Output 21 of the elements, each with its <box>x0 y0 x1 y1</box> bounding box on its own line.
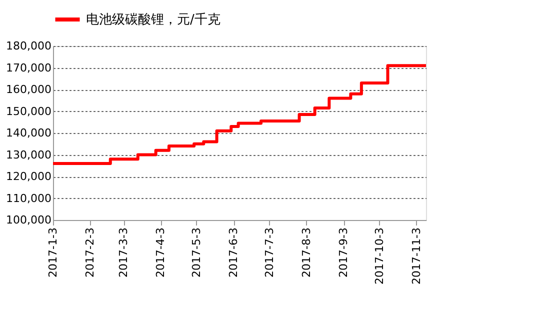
x-tick-label: 2017-9-3 <box>337 228 350 278</box>
y-tick-label: 110,000 <box>6 192 52 205</box>
x-tick-label: 2017-6-3 <box>227 228 240 278</box>
x-tick-label: 2017-3-3 <box>117 228 130 278</box>
y-tick-label: 160,000 <box>6 83 52 96</box>
x-tick-label: 2017-8-3 <box>300 228 313 278</box>
x-tick-label: 2017-4-3 <box>154 228 168 278</box>
x-tick-label: 2017-7-3 <box>262 228 276 278</box>
x-tick-label: 2017-10-3 <box>372 228 386 284</box>
y-tick-label: 150,000 <box>6 104 52 118</box>
x-tick-label: 2017-1-3 <box>46 228 60 278</box>
legend-label: 电池级碳酸锂，元/千克 <box>86 12 220 28</box>
x-tick-label: 2017-11-3 <box>410 228 423 284</box>
y-tick-label: 170,000 <box>6 61 52 74</box>
y-tick-label: 180,000 <box>6 40 52 52</box>
y-tick-label: 130,000 <box>6 148 52 162</box>
y-tick-label: 100,000 <box>6 214 52 226</box>
x-tick-label: 2017-2-3 <box>84 228 97 278</box>
y-tick-label: 120,000 <box>6 170 52 183</box>
x-tick-label: 2017-5-3 <box>190 228 203 278</box>
y-tick-label: 140,000 <box>6 126 52 140</box>
